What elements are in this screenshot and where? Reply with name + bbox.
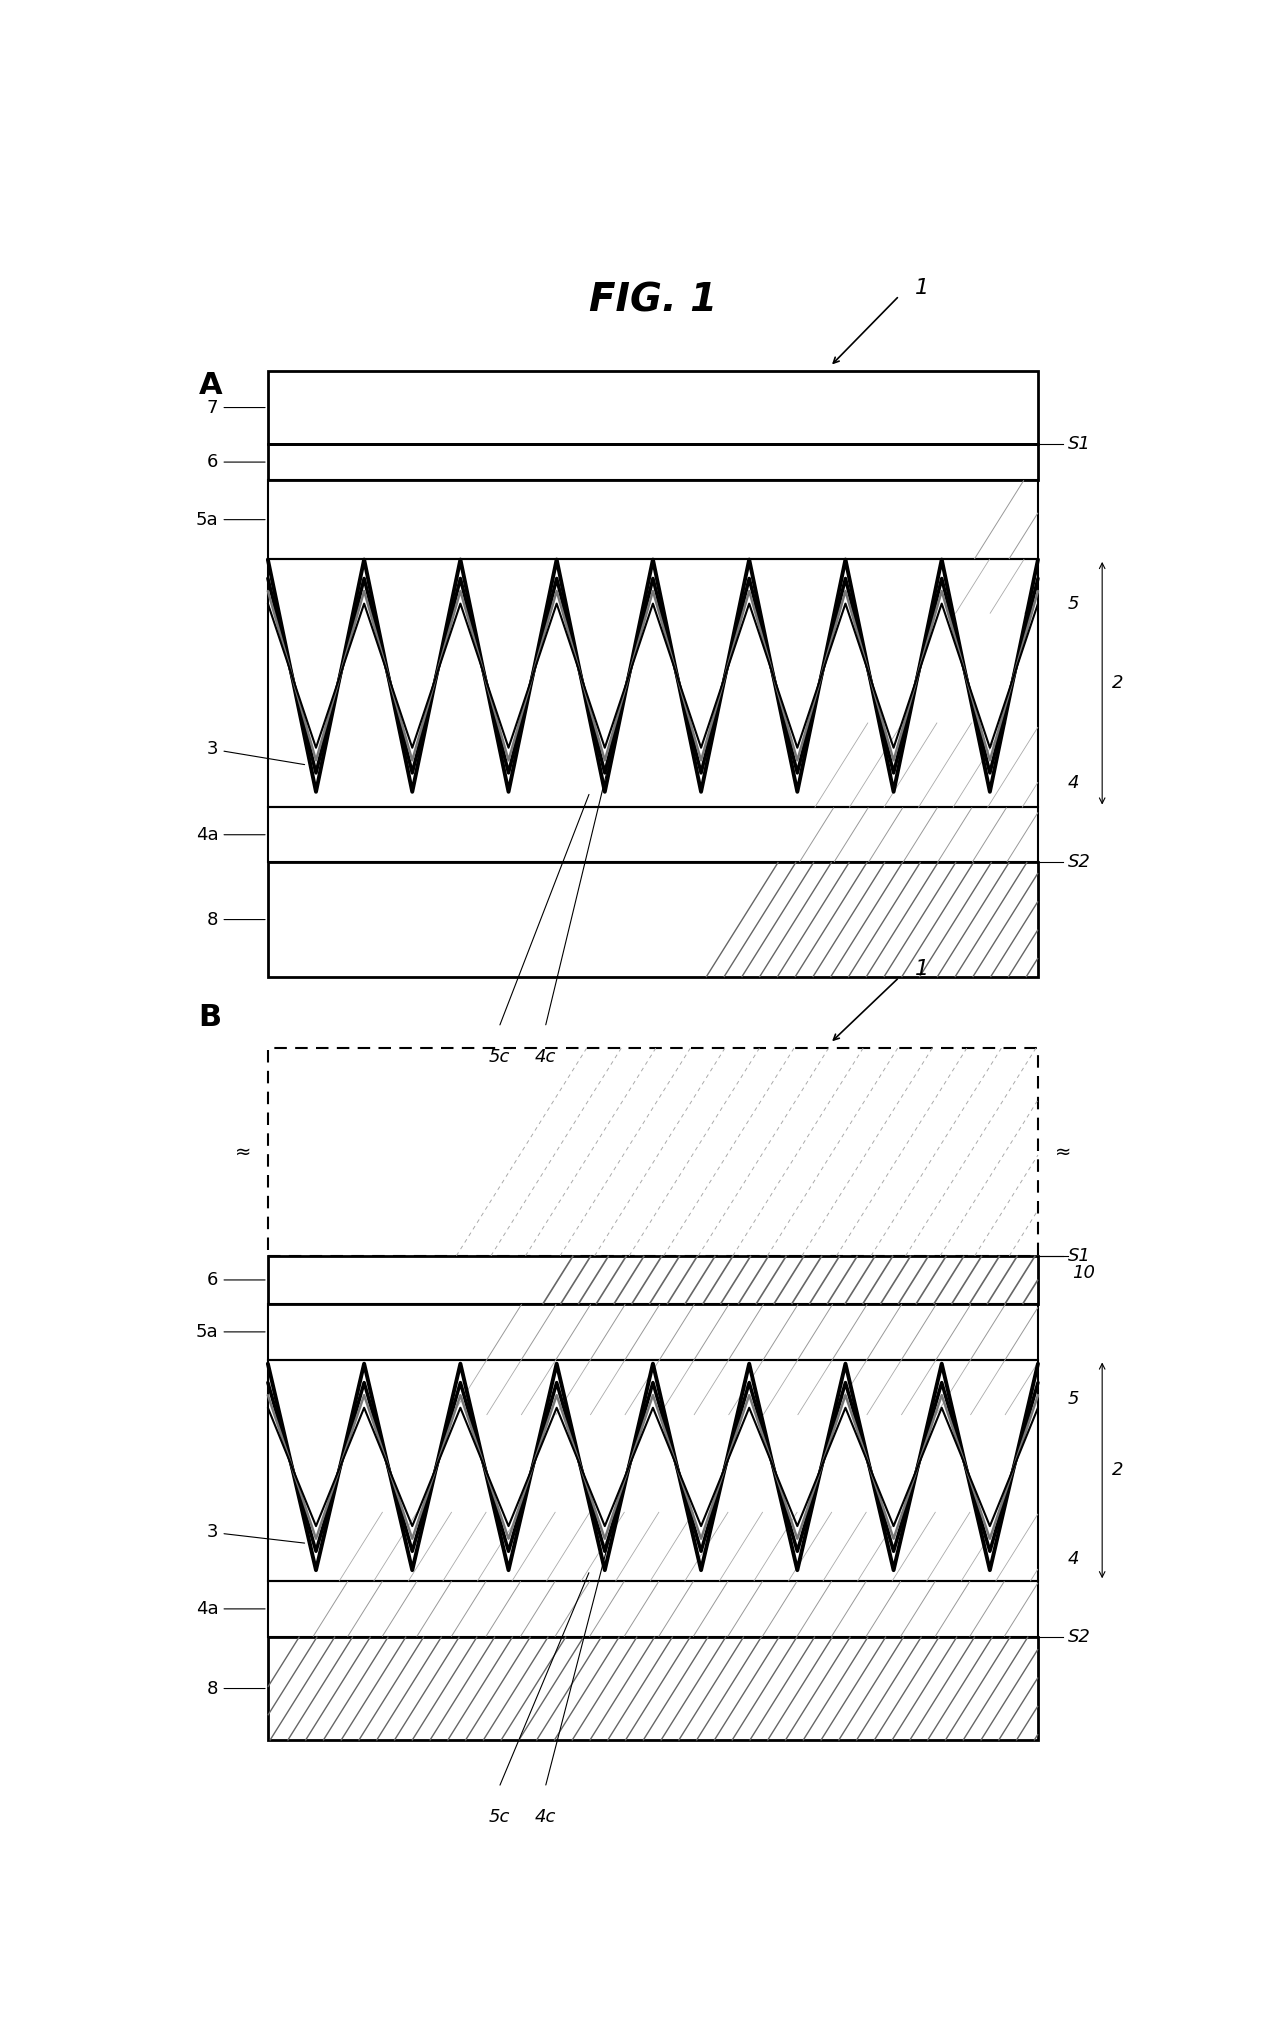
Text: 4a: 4a [196,1600,265,1619]
Text: 6: 6 [208,1271,265,1290]
Text: 4a: 4a [196,826,265,844]
Text: S2: S2 [1068,1627,1091,1645]
Text: 5c: 5c [488,1049,510,1067]
Text: A: A [199,372,223,401]
Text: S1: S1 [1068,435,1091,454]
Text: 4: 4 [1068,1549,1079,1568]
Text: S1: S1 [1068,1247,1091,1265]
Text: 6: 6 [208,454,265,470]
Text: 2: 2 [1112,675,1124,693]
Text: 2: 2 [1112,1461,1124,1480]
Text: 10: 10 [1073,1263,1096,1282]
Text: ≈: ≈ [1055,1143,1071,1161]
Text: 1: 1 [915,959,929,979]
Text: 4: 4 [1068,773,1079,791]
Text: 7: 7 [206,399,265,417]
Text: 5c: 5c [488,1809,510,1825]
Text: 3: 3 [206,1523,304,1543]
Text: 8: 8 [208,910,265,928]
Text: B: B [199,1004,222,1032]
Text: 3: 3 [206,740,304,764]
Text: 5a: 5a [196,511,265,529]
Text: 5: 5 [1068,595,1079,613]
Text: 5a: 5a [196,1322,265,1341]
Text: FIG. 1: FIG. 1 [589,282,717,319]
Text: ≈: ≈ [234,1143,251,1161]
Text: 1: 1 [915,278,929,298]
Text: 8: 8 [208,1680,265,1697]
Text: 5: 5 [1068,1390,1079,1408]
Text: 4c: 4c [534,1809,555,1825]
Text: 4c: 4c [534,1049,555,1067]
Text: S2: S2 [1068,852,1091,871]
